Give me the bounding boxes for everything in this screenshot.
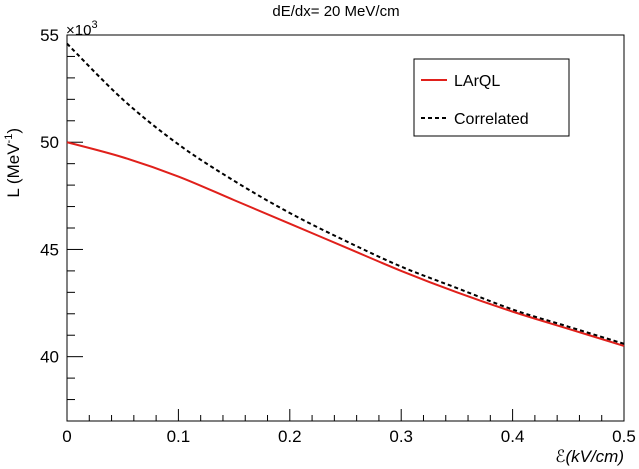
x-axis-title: ℰ(kV/cm): [555, 447, 624, 466]
x-tick-label: 0.1: [167, 427, 191, 446]
y-axis-title: L (MeV-1): [3, 128, 23, 198]
y-tick-label: 55: [40, 26, 59, 45]
legend-label-larql: LArQL: [454, 73, 500, 90]
y-multiplier-exponent: 3: [91, 19, 97, 31]
y-tick-label: 50: [40, 133, 59, 152]
x-axis-ticks: [66, 409, 625, 421]
y-axis-tick-labels: 40 45 50 55: [40, 26, 59, 367]
legend: LArQL Correlated: [413, 58, 570, 137]
x-tick-label: 0.3: [389, 427, 413, 446]
series-layer: [66, 42, 625, 347]
y-axis-ticks: [67, 34, 83, 422]
x-tick-label: 0.2: [278, 427, 302, 446]
y-axis-title-close: ): [4, 128, 23, 134]
x-axis-tick-labels: 0 0.1 0.2 0.3 0.4 0.5: [62, 427, 636, 446]
y-axis-title-superscript: -1: [3, 134, 15, 144]
y-multiplier: ×103: [66, 19, 98, 39]
x-tick-label: 0: [62, 427, 71, 446]
x-tick-label: 0.5: [612, 427, 636, 446]
legend-box: [413, 58, 570, 137]
series-line-correlated: [66, 42, 625, 345]
legend-label-correlated: Correlated: [454, 111, 529, 128]
x-tick-label: 0.4: [501, 427, 525, 446]
y-tick-label: 40: [40, 348, 59, 367]
chart-title: dE/dx= 20 MeV/cm: [272, 3, 399, 20]
y-tick-label: 45: [40, 240, 59, 259]
series-line-larql: [66, 141, 625, 347]
